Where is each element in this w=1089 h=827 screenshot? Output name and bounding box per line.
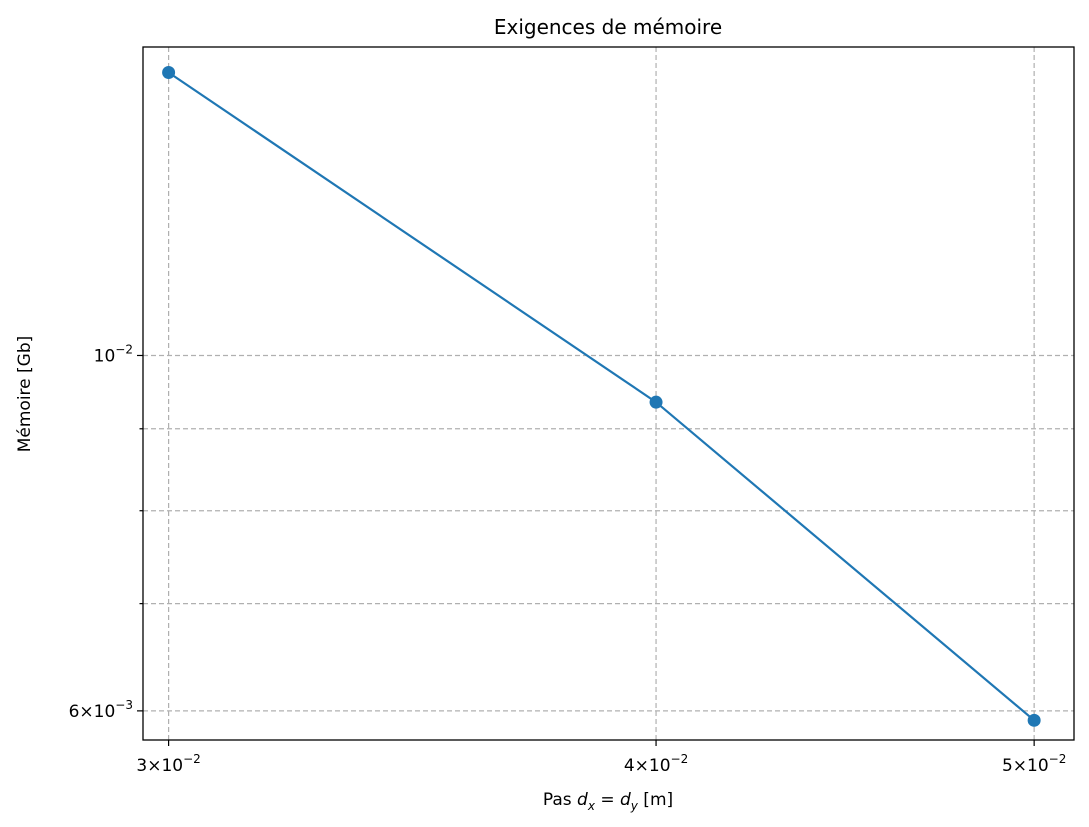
y-tick-label: 10−2 — [94, 342, 133, 366]
x-tick-label: 4×10−2 — [624, 752, 688, 776]
series-layer — [162, 65, 1041, 727]
chart-title: Exigences de mémoire — [494, 15, 722, 39]
x-tick-label: 3×10−2 — [136, 752, 200, 776]
grid-lines — [143, 47, 1074, 740]
x-axis-label: Pas dx = dy [m] — [543, 790, 673, 813]
plot-frame — [142, 46, 1075, 741]
y-axis-label: Mémoire [Gb] — [15, 336, 35, 453]
y-tick-label: 6×10−3 — [69, 698, 133, 722]
data-point — [1027, 713, 1041, 727]
data-point — [162, 65, 176, 79]
data-point — [649, 395, 663, 409]
axis-ticks: 3×10−2 4×10−2 5×10−2 6×10−3 10−2 — [69, 342, 1067, 776]
x-tick-label: 5×10−2 — [1002, 752, 1066, 776]
series-line — [167, 71, 1035, 722]
